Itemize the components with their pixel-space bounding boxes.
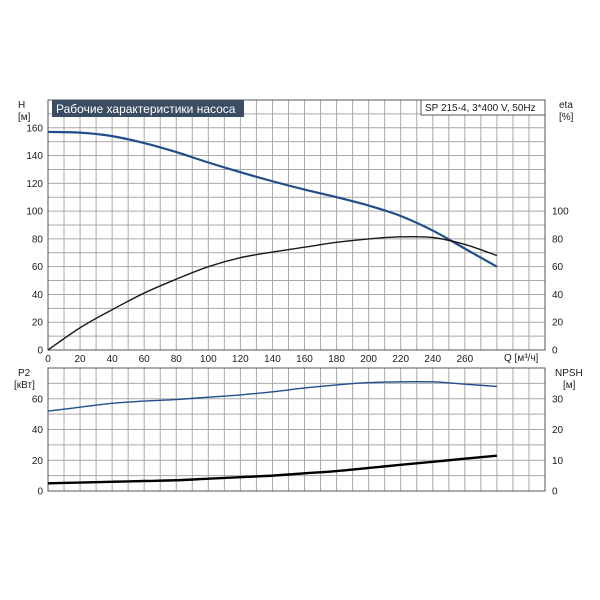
power-curve <box>47 380 497 412</box>
flow-axis-label: Q [м³/ч] <box>504 353 539 364</box>
head-tick-label: 100 <box>26 207 43 218</box>
eta-tick-label: 40 <box>552 290 564 301</box>
npsh-axis-label: NPSH <box>555 368 583 379</box>
x-tick-label: 180 <box>328 354 345 365</box>
eta-tick-label: 60 <box>552 262 564 273</box>
x-tick-label: 140 <box>264 354 281 365</box>
power-tick-label: 20 <box>32 456 44 467</box>
power-axis-label: P2 <box>18 368 31 379</box>
power-axis-unit: [кВт] <box>14 380 35 391</box>
upper-left-tick-labels: 0 20 40 60 80 100 120 140 160 <box>26 123 43 356</box>
npsh-tick-label: 10 <box>552 456 564 467</box>
head-tick-label: 120 <box>26 179 43 190</box>
lower-right-tick-labels: 0 10 20 30 <box>552 394 564 497</box>
lower-series-group <box>47 380 498 485</box>
x-tick-label: 260 <box>456 354 473 365</box>
upper-right-tick-labels: 0 20 40 60 80 100 <box>552 207 569 357</box>
upper-plot-frame <box>47 99 546 351</box>
head-tick-label: 60 <box>32 262 44 273</box>
eta-tick-label: 100 <box>552 207 569 218</box>
upper-x-tick-labels: 0 20 40 60 80 100 120 140 160 180 200 220 240 260 <box>45 354 473 365</box>
power-tick-label: 40 <box>32 425 44 436</box>
eta-tick-label: 0 <box>552 346 558 357</box>
x-tick-label: 160 <box>296 354 313 365</box>
head-tick-label: 160 <box>26 123 43 134</box>
head-tick-label: 0 <box>37 346 43 357</box>
x-tick-label: 0 <box>45 354 51 365</box>
head-tick-label: 140 <box>26 151 43 162</box>
eta-axis-unit: [%] <box>559 112 574 123</box>
power-tick-label: 0 <box>37 487 43 498</box>
head-axis-label: H <box>18 100 25 111</box>
model-box <box>420 99 546 116</box>
npsh-axis-unit: [м] <box>563 380 576 391</box>
lower-left-tick-labels: 0 20 40 60 <box>32 394 44 497</box>
head-tick-label: 40 <box>32 290 44 301</box>
chart-title: Рабочие характеристики насоса <box>56 102 236 116</box>
upper-series-group <box>47 130 498 351</box>
x-tick-label: 60 <box>139 354 151 365</box>
x-tick-label: 20 <box>75 354 87 365</box>
head-tick-label: 80 <box>32 234 44 245</box>
lower-plot-frame <box>47 367 546 492</box>
eta-tick-label: 20 <box>552 318 564 329</box>
head-tick-label: 20 <box>32 318 44 329</box>
x-tick-label: 240 <box>424 354 441 365</box>
head-curve <box>47 130 498 268</box>
x-tick-label: 40 <box>107 354 119 365</box>
eta-axis-label: eta <box>559 100 573 111</box>
model-label: SP 215-4, 3*400 V, 50Hz <box>425 103 536 114</box>
x-tick-label: 220 <box>392 354 409 365</box>
npsh-tick-label: 30 <box>552 394 564 405</box>
efficiency-curve <box>47 235 498 351</box>
eta-tick-label: 80 <box>552 234 564 245</box>
x-tick-label: 120 <box>232 354 249 365</box>
npsh-tick-label: 0 <box>552 487 558 498</box>
npsh-tick-label: 20 <box>552 425 564 436</box>
x-tick-label: 200 <box>360 354 377 365</box>
head-axis-unit: [м] <box>18 112 31 123</box>
x-tick-label: 100 <box>200 354 217 365</box>
title-box <box>52 100 244 117</box>
power-tick-label: 60 <box>32 394 44 405</box>
npsh-curve <box>47 454 498 485</box>
x-tick-label: 80 <box>171 354 183 365</box>
